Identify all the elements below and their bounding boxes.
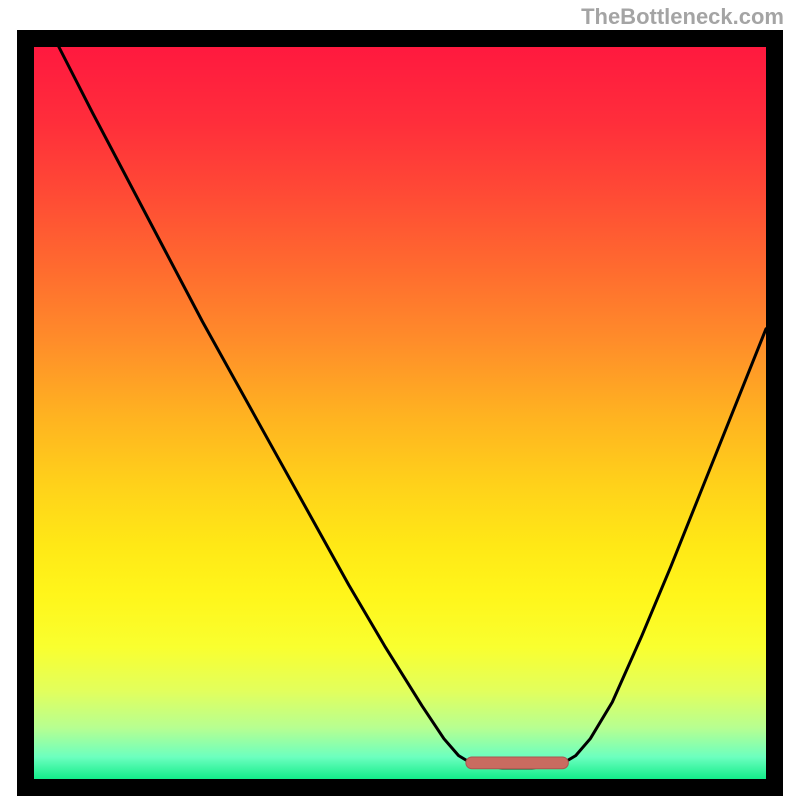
bottleneck-plot [0, 0, 800, 800]
optimal-range-marker [466, 757, 568, 769]
chart-container: { "watermark": { "text": "TheBottleneck.… [0, 0, 800, 800]
watermark-text: TheBottleneck.com [581, 4, 784, 30]
